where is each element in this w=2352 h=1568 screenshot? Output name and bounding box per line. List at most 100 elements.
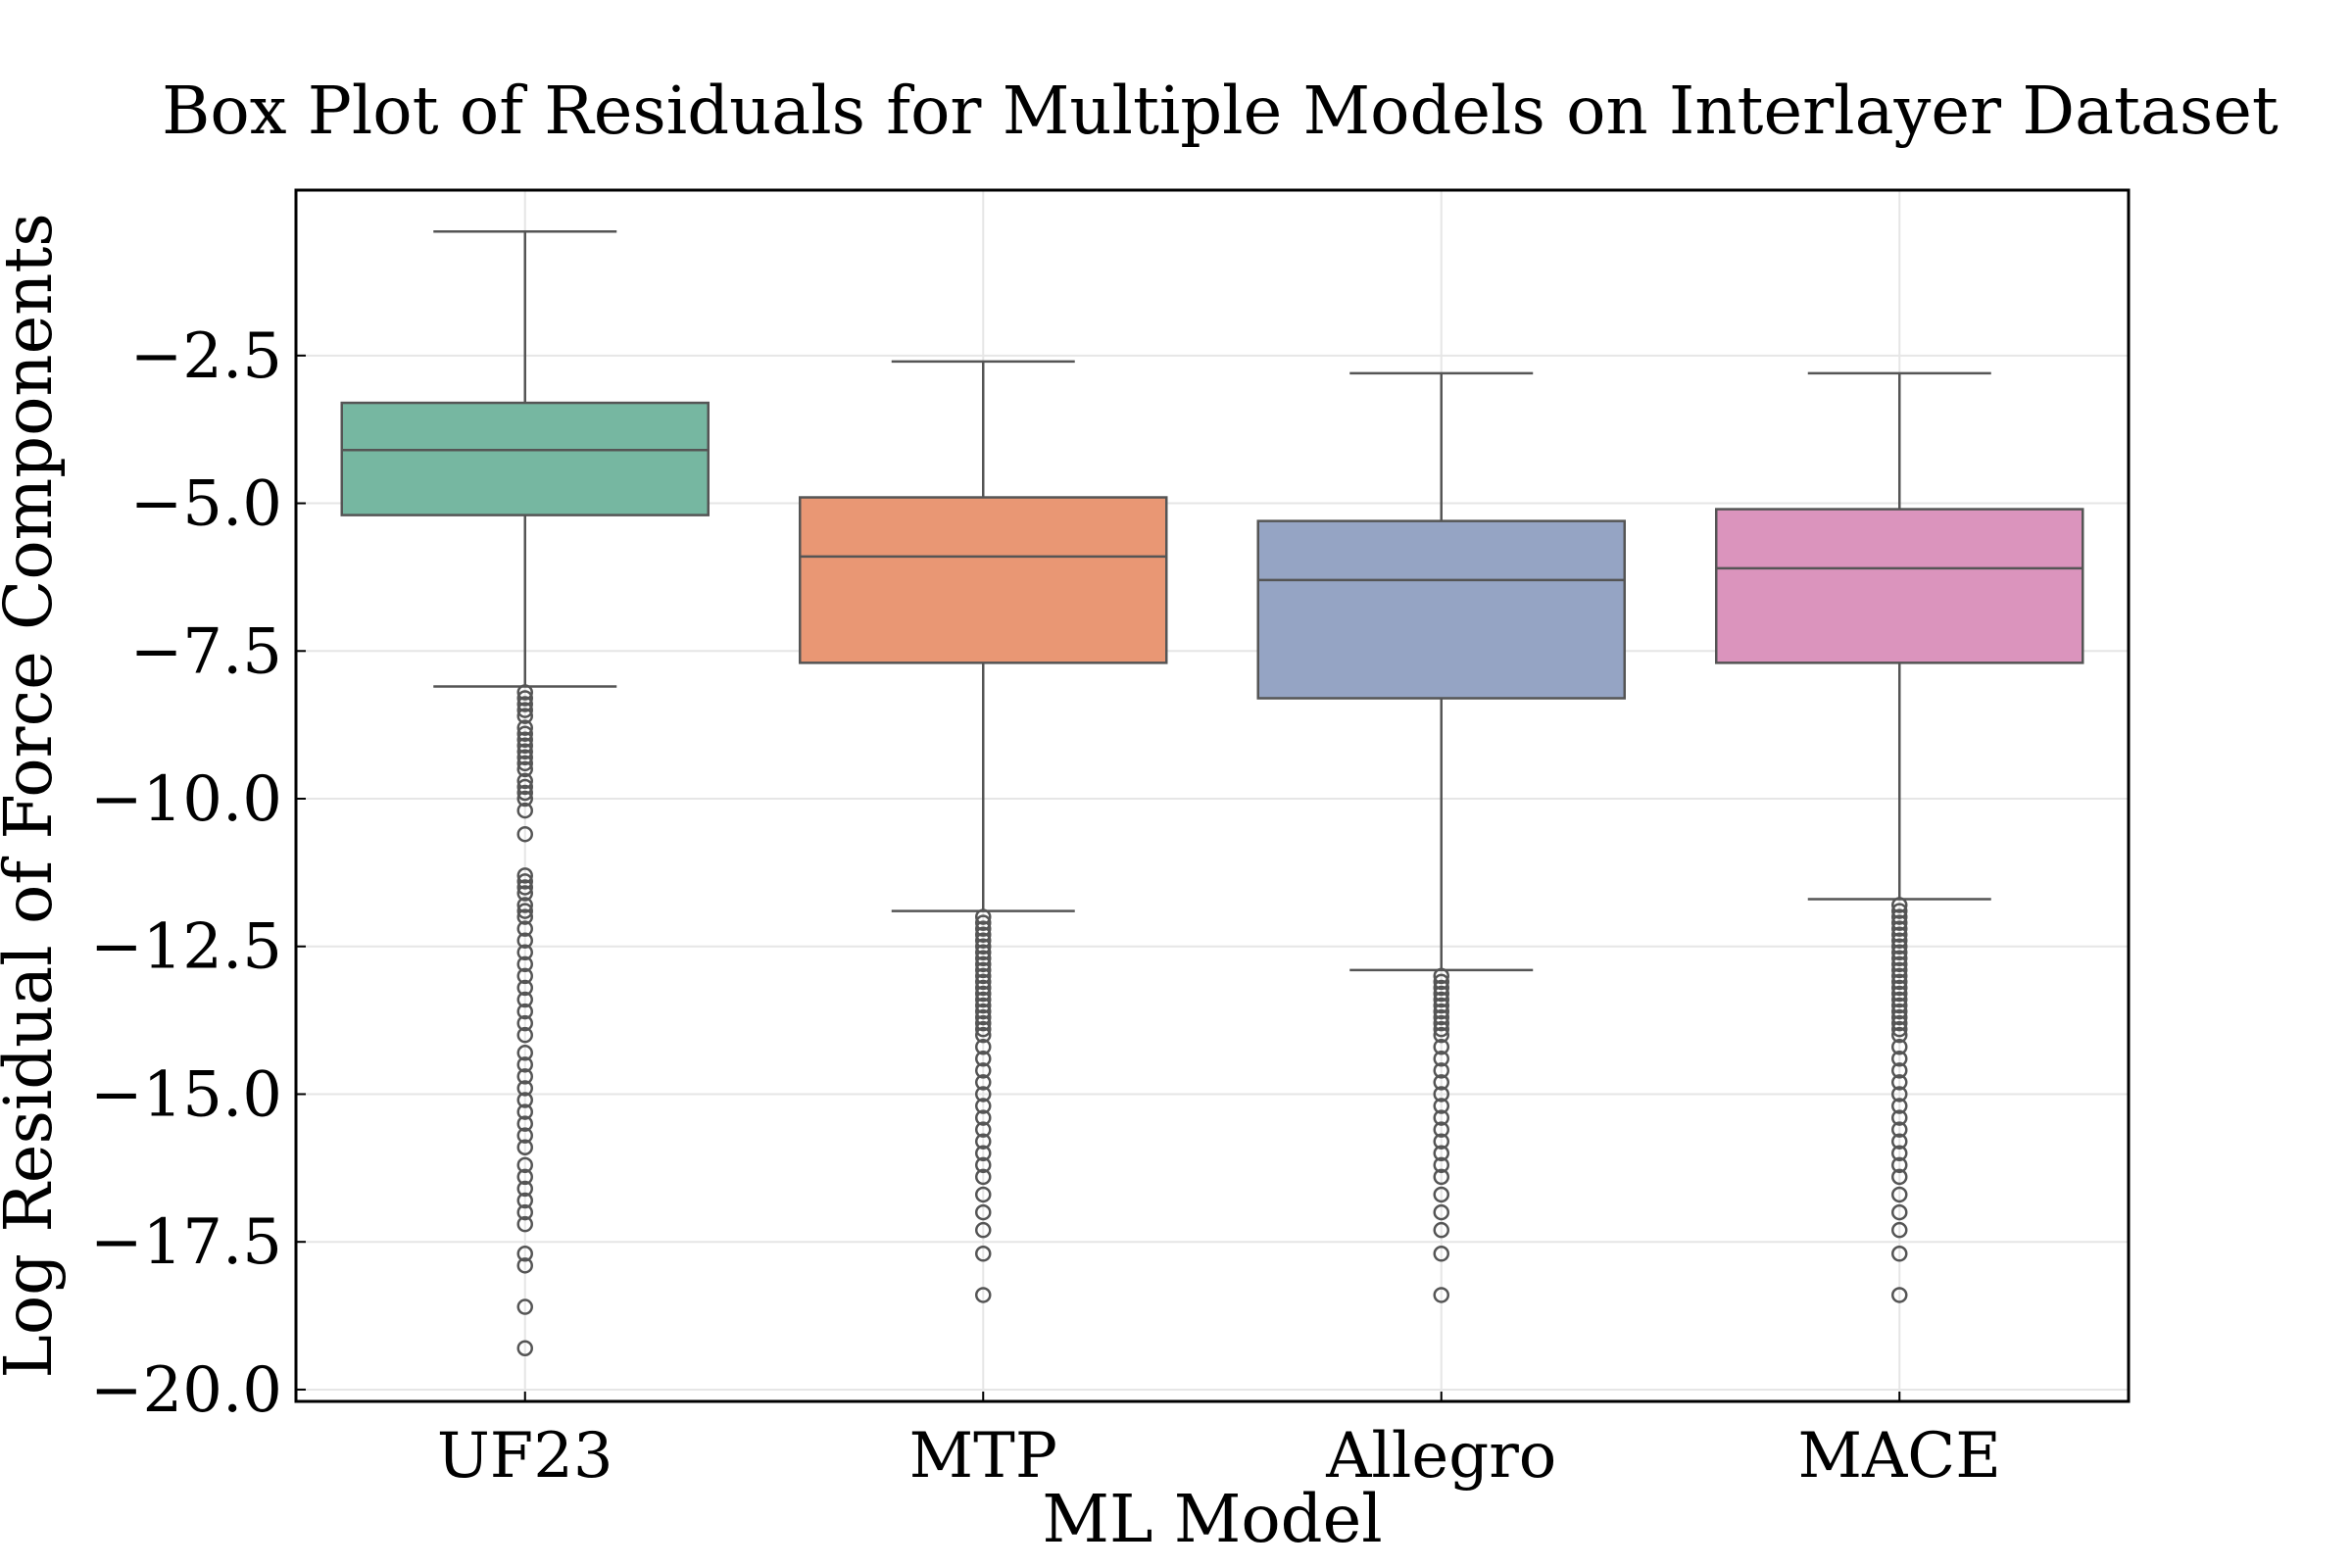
outlier-point: [975, 1203, 992, 1221]
outlier-point: [516, 1056, 533, 1073]
outlier-point: [1891, 956, 1908, 973]
y-axis-label: Log Residual of Force Components: [0, 213, 67, 1378]
outlier-point: [516, 1340, 533, 1356]
outlier-point: [1891, 1121, 1908, 1138]
outlier-point: [1891, 991, 1908, 1008]
outlier-point: [1891, 1086, 1908, 1102]
outlier-point: [1433, 1014, 1449, 1032]
outlier-point: [975, 1133, 992, 1150]
outlier-point: [975, 1086, 992, 1102]
outlier-point: [1433, 967, 1449, 985]
outlier-point: [1891, 1156, 1908, 1174]
outlier-point: [1891, 961, 1908, 979]
outlier-point: [975, 991, 992, 1008]
grid-layer: [296, 190, 2129, 1401]
outlier-point: [1433, 1287, 1449, 1303]
outlier-point: [516, 731, 533, 748]
outlier-point: [1433, 1074, 1449, 1091]
outlier-point: [1891, 932, 1908, 949]
outlier-point: [516, 755, 533, 772]
outlier-point: [975, 932, 992, 949]
outlier-point: [975, 956, 992, 973]
x-tick-label: MACE: [1798, 1420, 2001, 1493]
y-tick-label: −2.5: [130, 320, 282, 393]
outlier-point: [516, 944, 533, 961]
outlier-point: [975, 997, 992, 1014]
outlier-point: [1891, 1038, 1908, 1055]
y-tick-label: −5.0: [130, 468, 282, 541]
outlier-point: [1891, 1133, 1908, 1150]
outlier-point: [1433, 1008, 1449, 1026]
outlier-point: [975, 1109, 992, 1126]
box-group-mtp: [799, 360, 1168, 1303]
outlier-point: [516, 1045, 533, 1061]
outlier-point: [975, 979, 992, 997]
outlier-point: [975, 926, 992, 943]
outlier-point: [516, 1014, 533, 1032]
outlier-point: [1891, 979, 1908, 997]
outlier-point: [975, 985, 992, 1003]
outlier-point: [975, 908, 992, 925]
outlier-point: [516, 885, 533, 902]
outlier-point: [516, 908, 533, 925]
outlier-point: [975, 961, 992, 979]
outlier-point: [1891, 914, 1908, 931]
outlier-point: [516, 772, 533, 790]
box-group-allegro: [1256, 371, 1626, 1303]
y-tick-label: −17.5: [90, 1206, 282, 1279]
outlier-point: [975, 1003, 992, 1020]
outlier-point: [516, 1127, 533, 1144]
outlier-point: [516, 708, 533, 724]
outlier-point: [516, 702, 533, 718]
iqr-box: [1715, 508, 2084, 664]
outlier-point: [1891, 1168, 1908, 1186]
outlier-point: [516, 802, 533, 819]
outlier-point: [1433, 1186, 1449, 1203]
outlier-point: [1433, 1038, 1449, 1055]
outlier-point: [1891, 1246, 1908, 1262]
outlier-point: [1433, 1062, 1449, 1079]
outlier-point: [1433, 1121, 1449, 1138]
outlier-point: [1891, 926, 1908, 943]
outlier-point: [1433, 1020, 1449, 1038]
outlier-point: [516, 1156, 533, 1174]
box-group-mace: [1715, 371, 2084, 1303]
y-tick-label: −20.0: [90, 1354, 282, 1427]
outlier-point: [516, 897, 533, 913]
outlier-point: [1891, 908, 1908, 925]
outlier-point: [516, 867, 533, 884]
outlier-point: [1891, 1062, 1908, 1079]
outlier-point: [516, 696, 533, 712]
outlier-point: [975, 1168, 992, 1186]
outlier-point: [1433, 1203, 1449, 1221]
outlier-point: [975, 914, 992, 931]
outlier-point: [975, 1156, 992, 1174]
outlier-point: [1891, 997, 1908, 1014]
outlier-point: [1433, 1145, 1449, 1162]
outlier-point: [516, 1180, 533, 1198]
outlier-point: [1433, 1109, 1449, 1126]
outlier-point: [1891, 897, 1908, 913]
iqr-box: [799, 496, 1168, 664]
outlier-point: [1433, 1156, 1449, 1174]
outlier-point: [1891, 1026, 1908, 1044]
outlier-point: [975, 1145, 992, 1162]
outlier-point: [516, 879, 533, 896]
outlier-point: [516, 778, 533, 796]
y-tick-label: −10.0: [90, 763, 282, 836]
outlier-point: [1433, 997, 1449, 1014]
outlier-point: [1433, 1098, 1449, 1114]
outlier-point: [1891, 1008, 1908, 1026]
outlier-point: [516, 1168, 533, 1186]
outlier-point: [1891, 1098, 1908, 1114]
outlier-point: [975, 944, 992, 961]
outlier-point: [1891, 1051, 1908, 1067]
outlier-point: [1891, 944, 1908, 961]
outlier-point: [1433, 1168, 1449, 1186]
outlier-point: [1433, 991, 1449, 1008]
outlier-point: [516, 725, 533, 742]
outlier-point: [516, 760, 533, 778]
outlier-point: [516, 690, 533, 707]
outlier-point: [516, 1215, 533, 1233]
